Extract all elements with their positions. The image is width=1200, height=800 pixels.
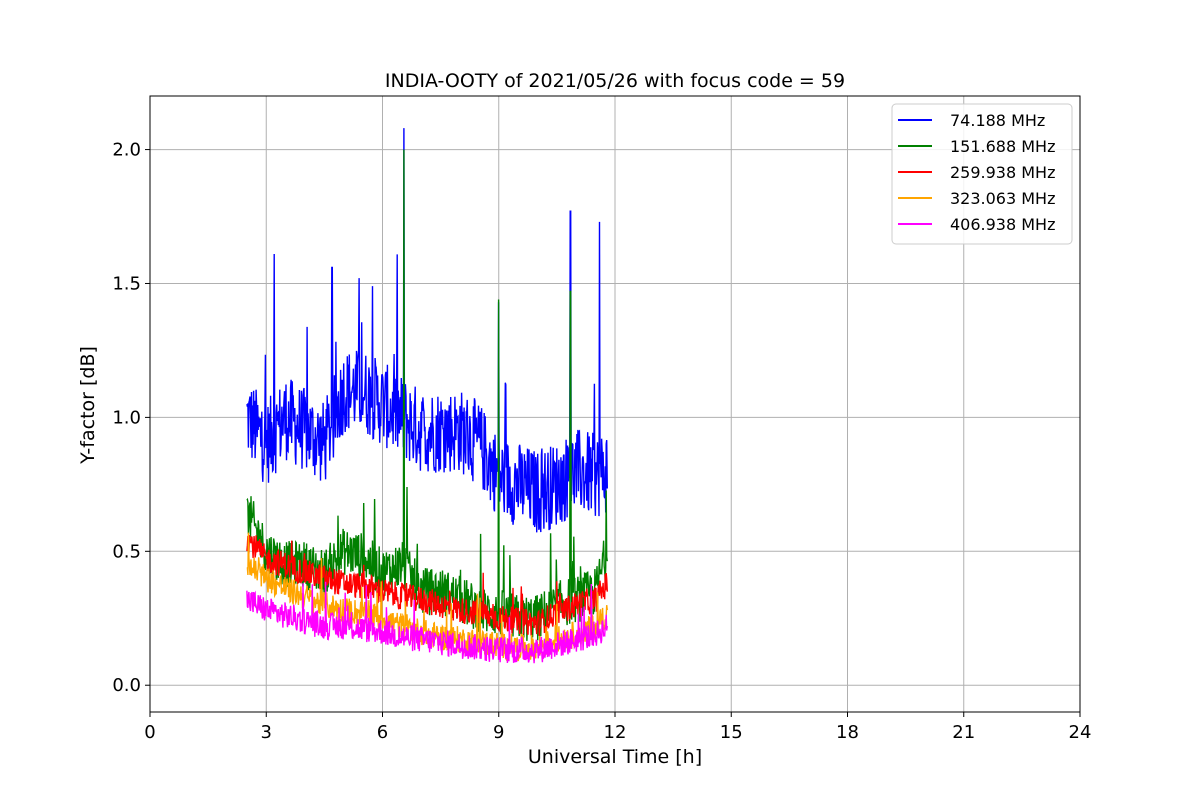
x-axis-label: Universal Time [h]: [528, 746, 702, 768]
x-tick-label: 9: [493, 722, 504, 743]
y-tick-label: 0.5: [112, 541, 141, 562]
series-line: [246, 535, 608, 636]
series-line: [246, 581, 608, 664]
x-tick-label: 21: [952, 722, 975, 743]
y-axis-label: Y-factor [dB]: [77, 346, 99, 465]
y-tick-label: 0.0: [112, 675, 141, 696]
x-tick-label: 3: [261, 722, 272, 743]
x-tick-label: 0: [144, 722, 155, 743]
legend-label: 259.938 MHz: [950, 163, 1055, 182]
legend-label: 323.063 MHz: [950, 189, 1055, 208]
chart-title: INDIA-OOTY of 2021/05/26 with focus code…: [385, 70, 845, 92]
x-tick-label: 6: [377, 722, 388, 743]
legend-label: 74.188 MHz: [950, 111, 1045, 130]
legend-box: [891, 103, 1073, 245]
x-tick-label: 15: [720, 722, 743, 743]
y-tick-label: 1.0: [112, 407, 141, 428]
x-tick-label: 18: [836, 722, 859, 743]
series-line: [246, 128, 608, 533]
y-tick-label: 1.5: [112, 273, 141, 294]
legend: 74.188 MHz 151.688 MHz 259.938 MHz 323.063 …: [891, 103, 1073, 245]
x-axis: 0 3 6 9 12 15 18 21 24: [144, 712, 1091, 743]
legend-label: 406.938 MHz: [950, 215, 1055, 234]
y-tick-label: 2.0: [112, 140, 141, 161]
x-tick-label: 12: [604, 722, 627, 743]
y-axis: 0.0 0.5 1.0 1.5 2.0: [112, 140, 150, 696]
x-tick-label: 24: [1069, 722, 1092, 743]
legend-label: 151.688 MHz: [950, 137, 1055, 156]
plot-area: [246, 128, 608, 664]
